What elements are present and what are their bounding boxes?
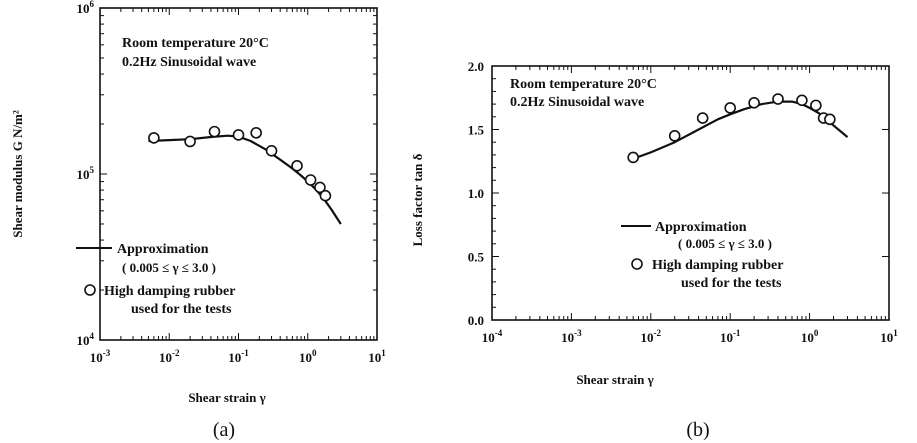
chart-a-legend-line-range: ( 0.005 ≤ γ ≤ 3.0 )	[122, 260, 216, 275]
chart-b-legend-line-label: Approximation	[655, 220, 747, 235]
chart-a-legend-marker-sub: used for the tests	[131, 302, 232, 317]
chart-a-data-point-3	[232, 129, 245, 141]
chart-a-data-point-2	[208, 125, 221, 138]
chart-b-ticks	[491, 65, 890, 321]
chart-b-y-tick-label-3: 1.5	[468, 123, 485, 138]
chart-b-legend-marker-sub: used for the tests	[681, 276, 782, 291]
chart-b-legend-marker-swatch	[631, 258, 643, 270]
chart-a-annotation-2: 0.2Hz Sinusoidal wave	[122, 55, 256, 70]
chart-a-x-tick-labels: 10-3 10-2 10-1 100 101	[90, 348, 387, 365]
chart-a-annotation-1: Room temperature 20°C	[122, 36, 269, 51]
chart-b-x-tick-label-4: 100	[801, 328, 819, 345]
chart-b-data-point-6	[796, 94, 808, 107]
chart-a-x-axis-label: Shear strain γ	[188, 390, 265, 405]
chart-a-y-tick-label-2: 106	[77, 0, 95, 16]
chart-b-y-tick-labels: 0.0 0.5 1.0 1.5 2.0	[468, 59, 485, 328]
chart-b-legend-marker-label: High damping rubber	[652, 258, 783, 273]
chart-a-y-tick-label-1: 105	[77, 165, 95, 182]
chart-b-legend-line-range: ( 0.005 ≤ γ ≤ 3.0 )	[678, 236, 772, 251]
chart-a: 10-3 10-2 10-1 100 101 104 105 106 Room temper…	[10, 0, 386, 441]
chart-b: 10-4 10-3 10-2 10-1 100 101 0.0 0.5 1.0 1.5 2.0 R…	[410, 59, 898, 441]
chart-b-y-tick-label-2: 1.0	[468, 186, 484, 201]
chart-a-y-axis-label: Shear modulus G N/m²	[10, 110, 25, 238]
chart-a-x-tick-label-3: 100	[299, 348, 317, 365]
chart-a-data-point-6	[291, 160, 303, 172]
chart-a-data-point-7	[304, 174, 317, 186]
chart-a-y-tick-labels: 104 105 106	[77, 0, 95, 348]
chart-b-data-point-0	[627, 151, 639, 164]
chart-b-annotation-2: 0.2Hz Sinusoidal wave	[510, 95, 644, 110]
chart-b-y-tick-label-1: 0.5	[468, 250, 485, 265]
chart-b-x-tick-label-0: 10-4	[482, 328, 503, 345]
chart-b-annotation-1: Room temperature 20°C	[510, 77, 657, 92]
chart-b-data-point-9	[824, 113, 836, 126]
chart-b-y-axis-label: Loss factor tan δ	[410, 153, 425, 246]
chart-a-data-point-1	[184, 135, 196, 148]
chart-a-y-tick-label-0: 104	[77, 331, 95, 348]
chart-b-x-tick-labels: 10-4 10-3 10-2 10-1 100 101	[482, 328, 899, 345]
chart-b-data-point-2	[696, 112, 709, 124]
chart-a-x-tick-label-4: 101	[368, 348, 386, 365]
chart-a-legend-marker-swatch	[84, 284, 96, 296]
chart-b-x-tick-label-2: 10-2	[641, 328, 662, 345]
chart-b-x-tick-label-1: 10-3	[561, 328, 582, 345]
chart-b-data-point-3	[724, 102, 737, 114]
chart-b-data-point-1	[668, 130, 681, 142]
chart-a-data-point-9	[319, 189, 332, 202]
chart-a-data-point-4	[250, 127, 262, 139]
chart-b-caption: (b)	[686, 419, 709, 441]
chart-a-x-tick-label-2: 10-1	[228, 348, 249, 365]
chart-b-x-tick-label-5: 101	[880, 328, 898, 345]
chart-a-caption: (a)	[213, 419, 235, 441]
chart-a-legend-marker-label: High damping rubber	[104, 284, 235, 299]
chart-a-data-point-8	[314, 181, 326, 194]
chart-b-y-tick-label-0: 0.0	[468, 313, 484, 328]
chart-a-series	[148, 125, 342, 225]
chart-b-data-point-4	[748, 97, 760, 109]
chart-a-x-tick-label-0: 10-3	[90, 348, 111, 365]
chart-a-legend-line-label: Approximation	[117, 242, 209, 257]
chart-a-x-tick-label-1: 10-2	[159, 348, 180, 365]
chart-b-x-axis-label: Shear strain γ	[576, 372, 653, 387]
chart-b-data-point-5	[772, 93, 784, 105]
chart-a-ticks	[99, 7, 378, 341]
chart-b-y-tick-label-4: 2.0	[468, 59, 484, 74]
chart-b-x-tick-label-3: 10-1	[720, 328, 741, 345]
chart-a-data-point-5	[265, 144, 278, 157]
chart-b-series	[627, 93, 849, 164]
chart-a-data-point-0	[148, 132, 160, 144]
chart-b-data-point-7	[810, 99, 822, 112]
